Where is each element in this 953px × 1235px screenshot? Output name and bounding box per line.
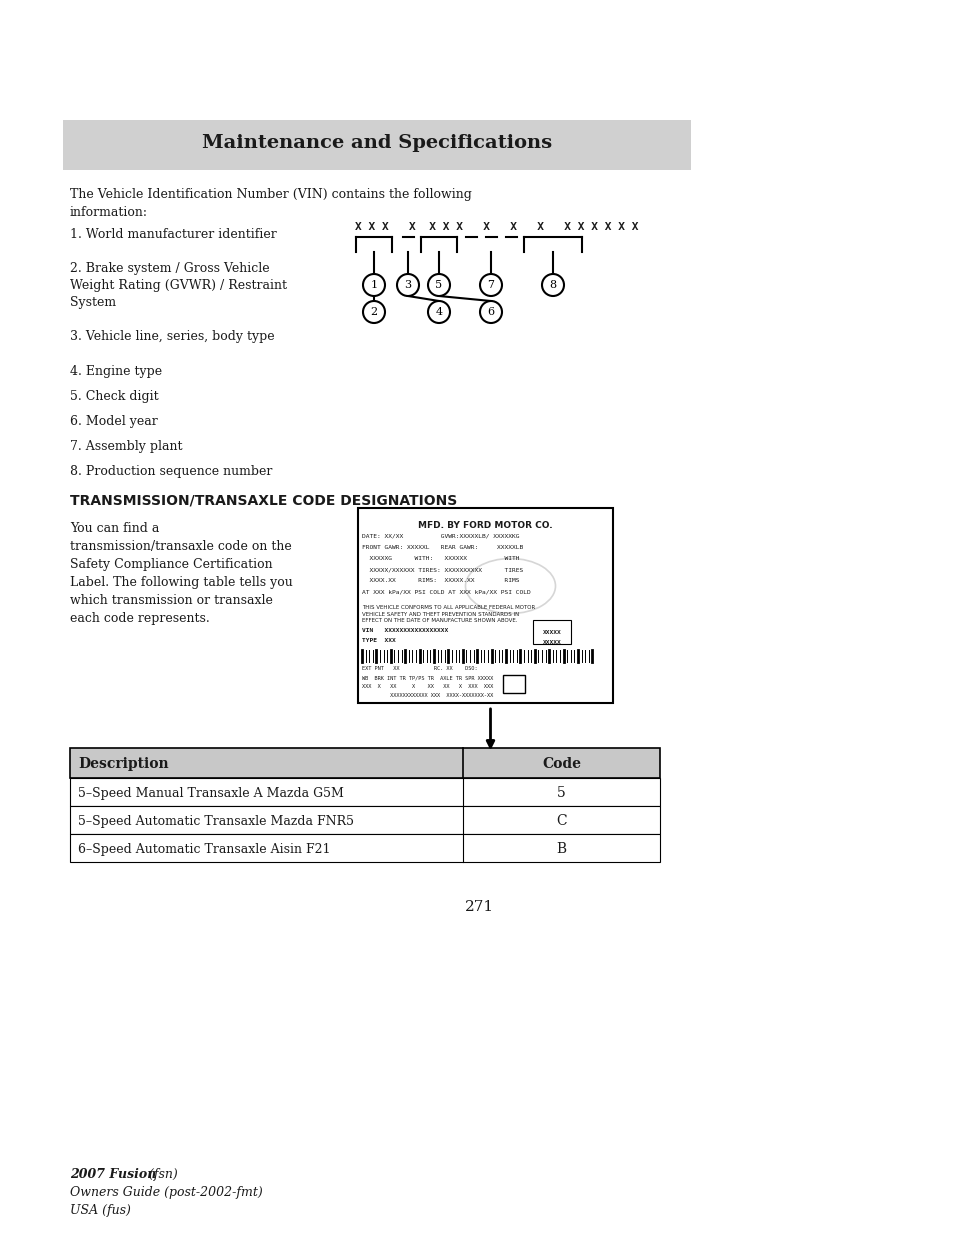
Text: Owners Guide (post-2002-fmt): Owners Guide (post-2002-fmt) (70, 1186, 262, 1199)
Text: WB  BRK INT TR TP/PS TR  AXLE TR SPR XXXXX: WB BRK INT TR TP/PS TR AXLE TR SPR XXXXX (361, 676, 493, 680)
Text: FRONT GAWR: XXXXXL   REAR GAWR:     XXXXXLB: FRONT GAWR: XXXXXL REAR GAWR: XXXXXLB (361, 545, 522, 550)
Text: (fsn): (fsn) (145, 1168, 177, 1181)
Circle shape (479, 301, 501, 324)
Bar (70, 778, 659, 806)
Text: 2. Brake system / Gross Vehicle
Weight Rating (GVWR) / Restraint
System: 2. Brake system / Gross Vehicle Weight R… (70, 262, 287, 309)
Bar (357, 508, 613, 703)
Text: 4: 4 (435, 308, 442, 317)
Text: 5–Speed Manual Transaxle A Mazda G5M: 5–Speed Manual Transaxle A Mazda G5M (78, 787, 343, 799)
Text: Description: Description (78, 757, 169, 771)
Text: 2007 Fusion: 2007 Fusion (70, 1168, 156, 1181)
Circle shape (396, 274, 418, 296)
Text: 5. Check digit: 5. Check digit (70, 390, 158, 403)
Text: VIN   XXXXXXXXXXXXXXXXX: VIN XXXXXXXXXXXXXXXXX (361, 629, 448, 634)
Circle shape (479, 274, 501, 296)
Text: AT XXX kPa/XX PSI COLD AT XXX kPa/XX PSI COLD: AT XXX kPa/XX PSI COLD AT XXX kPa/XX PSI… (361, 589, 530, 594)
Bar (502, 676, 524, 693)
Text: 4. Engine type: 4. Engine type (70, 366, 162, 378)
Bar (70, 806, 659, 834)
Text: 5–Speed Automatic Transaxle Mazda FNR5: 5–Speed Automatic Transaxle Mazda FNR5 (78, 815, 354, 827)
Text: Code: Code (541, 757, 580, 771)
Text: Maintenance and Specifications: Maintenance and Specifications (202, 135, 552, 152)
Text: 3. Vehicle line, series, body type: 3. Vehicle line, series, body type (70, 330, 274, 343)
Text: DATE: XX/XX          GVWR:XXXXXLB/ XXXXXKG: DATE: XX/XX GVWR:XXXXXLB/ XXXXXKG (361, 534, 519, 538)
Text: XXX  X   XX     X    XX   XX   X  XXX  XXX: XXX X XX X XX XX X XXX XXX (361, 684, 493, 689)
Circle shape (428, 274, 450, 296)
Circle shape (541, 274, 563, 296)
Text: TRANSMISSION/TRANSAXLE CODE DESIGNATIONS: TRANSMISSION/TRANSAXLE CODE DESIGNATIONS (70, 493, 456, 508)
Text: XXXXX: XXXXX (542, 640, 560, 645)
Text: 8. Production sequence number: 8. Production sequence number (70, 466, 273, 478)
Circle shape (363, 301, 385, 324)
Text: X X X   X  X X X   X   X   X   X X X X X X: X X X X X X X X X X X X X X X X (355, 222, 638, 232)
Text: USA (fus): USA (fus) (70, 1204, 131, 1216)
Text: 271: 271 (465, 900, 494, 914)
Text: XXXXX/XXXXXX TIRES: XXXXXXXXXX      TIRES: XXXXX/XXXXXX TIRES: XXXXXXXXXX TIRES (361, 567, 522, 572)
Bar (533, 620, 571, 643)
Text: THIS VEHICLE CONFORMS TO ALL APPLICABLE FEDERAL MOTOR
VEHICLE SAFETY AND THEFT P: THIS VEHICLE CONFORMS TO ALL APPLICABLE … (361, 605, 535, 624)
Text: 1. World manufacturer identifier: 1. World manufacturer identifier (70, 228, 276, 241)
Text: 8: 8 (549, 280, 556, 290)
Text: 2: 2 (370, 308, 377, 317)
Text: 5: 5 (435, 280, 442, 290)
Bar (63, 120, 690, 170)
Text: EXT PNT   XX           RC. XX    DSO:: EXT PNT XX RC. XX DSO: (361, 666, 477, 671)
Text: B: B (556, 842, 566, 856)
Text: 6–Speed Automatic Transaxle Aisin F21: 6–Speed Automatic Transaxle Aisin F21 (78, 842, 330, 856)
Text: 7: 7 (487, 280, 494, 290)
Circle shape (363, 274, 385, 296)
Text: The Vehicle Identification Number (VIN) contains the following
information:: The Vehicle Identification Number (VIN) … (70, 188, 472, 219)
Text: 1: 1 (370, 280, 377, 290)
Circle shape (428, 301, 450, 324)
Bar (70, 834, 659, 862)
Text: XXXXX: XXXXX (542, 630, 560, 635)
Text: 6. Model year: 6. Model year (70, 415, 157, 429)
Text: XXXX.XX      RIMS:  XXXXX.XX        RIMS: XXXX.XX RIMS: XXXXX.XX RIMS (361, 578, 519, 583)
Text: XXXXXG      WITH:   XXXXXX          WITH: XXXXXG WITH: XXXXXX WITH (361, 556, 519, 561)
Text: 5: 5 (557, 785, 565, 800)
Text: TYPE  XXX: TYPE XXX (361, 638, 395, 643)
Text: 6: 6 (487, 308, 494, 317)
Text: C: C (556, 814, 566, 827)
Text: MFD. BY FORD MOTOR CO.: MFD. BY FORD MOTOR CO. (417, 521, 552, 530)
Text: You can find a
transmission/transaxle code on the
Safety Compliance Certificatio: You can find a transmission/transaxle co… (70, 522, 293, 625)
Text: 7. Assembly plant: 7. Assembly plant (70, 440, 182, 453)
Text: 3: 3 (404, 280, 411, 290)
Bar (70, 748, 659, 778)
Text: XXXXXXXXXXXX XXX  XXXX-XXXXXXX-XX: XXXXXXXXXXXX XXX XXXX-XXXXXXX-XX (361, 693, 493, 698)
